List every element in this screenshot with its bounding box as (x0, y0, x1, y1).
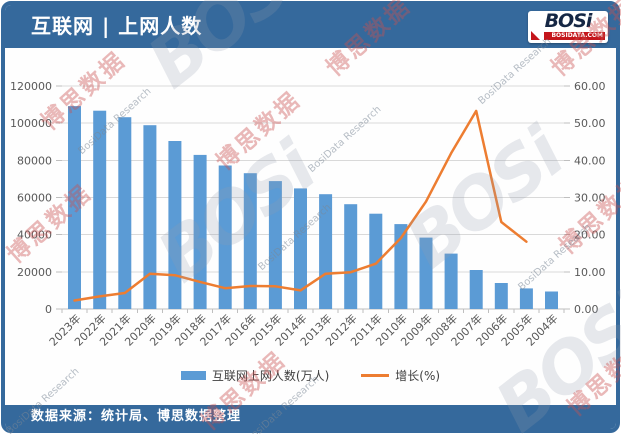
legend-bar-label: 互联网上网人数(万人) (211, 369, 330, 383)
bosi-logo: BOSi BOSIDATA.COM (528, 11, 608, 43)
chart-legend: 互联网上网人数(万人) 增长(%) (5, 367, 616, 384)
data-source-note: 数据来源：统计局、博思数据整理 (31, 409, 242, 424)
legend-item-bar: 互联网上网人数(万人) (180, 367, 330, 384)
legend-line-label: 增长(%) (395, 369, 441, 383)
page-title: 互联网 | 上网人数 (31, 14, 203, 38)
legend-bar-swatch (180, 371, 206, 380)
legend-item-line: 增长(%) (361, 367, 440, 384)
footer-bar: 数据来源：统计局、博思数据整理 (5, 405, 616, 429)
bosi-logo-text: BOSi (544, 10, 593, 32)
legend-line-swatch (361, 374, 390, 377)
bosi-logo-flag-icon (531, 31, 540, 40)
header-bar: 互联网 | 上网人数 BOSi BOSIDATA.COM (5, 5, 616, 48)
bosi-logo-strip: BOSIDATA.COM (544, 32, 605, 40)
bosi-logo-domain: BOSIDATA.COM (551, 32, 603, 39)
